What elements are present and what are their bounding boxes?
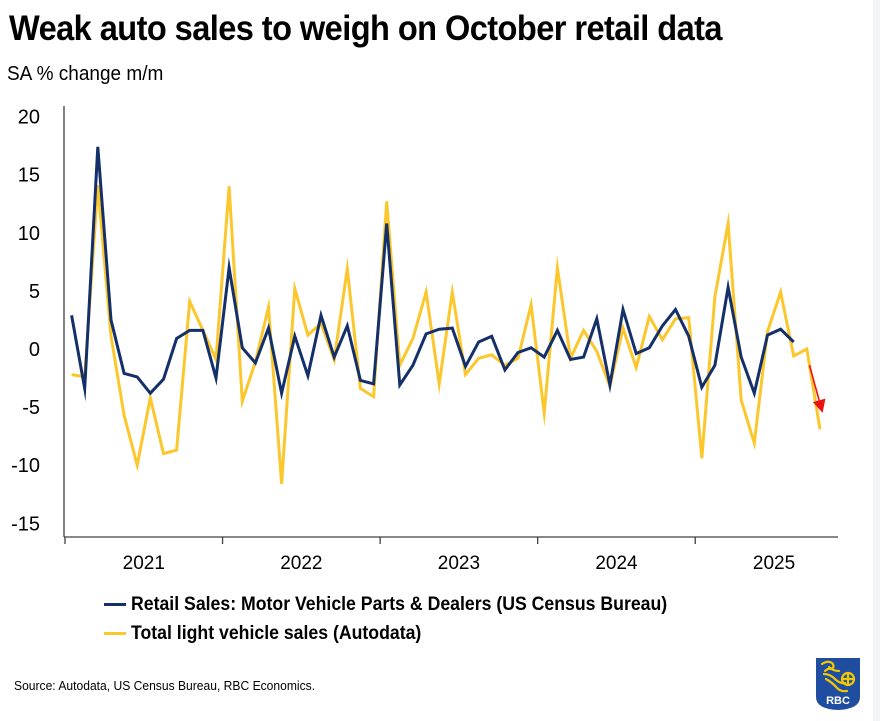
source-note: Source: Autodata, US Census Bureau, RBC … xyxy=(14,678,316,693)
chart-legend: Retail Sales: Motor Vehicle Parts & Deal… xyxy=(104,590,708,648)
window-edge-strip xyxy=(873,0,880,721)
legend-item-light-vehicle-sales: Total light vehicle sales (Autodata) xyxy=(104,619,708,648)
x-tick-label: 2025 xyxy=(753,553,795,574)
down-arrow-annotation xyxy=(808,365,826,413)
rbc-logo-text: RBC xyxy=(826,695,850,707)
x-tick-label: 2023 xyxy=(438,553,480,574)
y-tick-label: 0 xyxy=(29,339,40,361)
x-tick-label: 2021 xyxy=(123,553,165,574)
y-tick-label: 20 xyxy=(18,107,40,129)
legend-swatch-light-vehicle-sales xyxy=(104,632,126,635)
chart-title: Weak auto sales to weigh on October reta… xyxy=(9,9,723,48)
y-tick-label: -5 xyxy=(22,397,40,419)
retail-sales-line xyxy=(70,146,795,402)
series-light-vehicle-sales xyxy=(71,185,822,484)
legend-item-retail-sales: Retail Sales: Motor Vehicle Parts & Deal… xyxy=(104,590,708,619)
legend-label-retail-sales: Retail Sales: Motor Vehicle Parts & Deal… xyxy=(131,593,668,615)
legend-label-light-vehicle-sales: Total light vehicle sales (Autodata) xyxy=(131,622,422,644)
rbc-lion-icon xyxy=(820,660,856,693)
light-vehicle-sales-line xyxy=(71,185,822,484)
y-tick-label: -10 xyxy=(11,455,40,477)
y-axis: 20 15 10 5 0 -5 -10 -15 xyxy=(11,106,65,537)
y-tick-label: 5 xyxy=(29,281,40,303)
series-retail-sales xyxy=(70,146,795,402)
chart-subtitle: SA % change m/m xyxy=(7,63,164,85)
arrow-head-icon xyxy=(812,398,826,413)
legend-swatch-retail-sales xyxy=(104,603,126,606)
x-axis: 2021 2022 2023 2024 2025 xyxy=(64,536,838,574)
rbc-shield-icon xyxy=(816,658,860,710)
y-tick-label: 10 xyxy=(18,223,40,245)
rbc-logo: RBC xyxy=(816,658,860,710)
line-chart: 20 15 10 5 0 -5 -10 -15 2021 2022 2023 2024 2025 xyxy=(11,106,838,574)
annotation-layer xyxy=(808,365,826,413)
arrow-shaft xyxy=(808,365,820,401)
y-tick-label: 15 xyxy=(18,165,40,187)
x-tick-label: 2022 xyxy=(280,553,322,574)
x-tick-label: 2024 xyxy=(595,553,638,574)
series-layer xyxy=(70,146,822,484)
y-tick-label: -15 xyxy=(11,513,40,535)
